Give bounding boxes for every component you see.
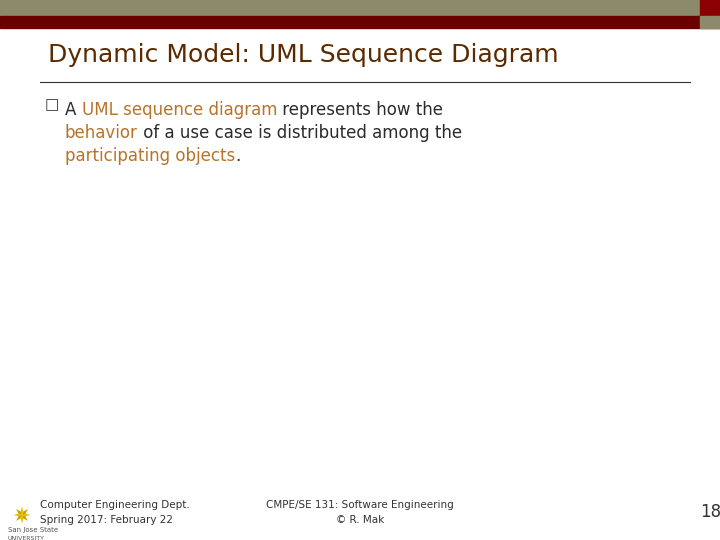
Text: UML sequence diagram: UML sequence diagram: [81, 101, 277, 119]
Polygon shape: [22, 509, 28, 515]
Polygon shape: [14, 514, 22, 516]
Polygon shape: [21, 515, 24, 523]
Text: 18: 18: [700, 503, 720, 521]
Text: behavior: behavior: [65, 124, 138, 142]
Polygon shape: [22, 514, 30, 516]
Polygon shape: [16, 509, 22, 515]
Text: Computer Engineering Dept.: Computer Engineering Dept.: [40, 500, 190, 510]
Text: represents how the: represents how the: [277, 101, 443, 119]
Text: CMPE/SE 131: Software Engineering: CMPE/SE 131: Software Engineering: [266, 500, 454, 510]
Text: San Jose State: San Jose State: [8, 527, 58, 533]
Polygon shape: [21, 507, 24, 515]
Text: Spring 2017: February 22: Spring 2017: February 22: [40, 515, 173, 525]
Text: □: □: [45, 98, 59, 112]
Text: A: A: [65, 101, 81, 119]
Text: participating objects: participating objects: [65, 147, 235, 165]
Text: © R. Mak: © R. Mak: [336, 515, 384, 525]
Text: UNIVERSITY: UNIVERSITY: [8, 536, 45, 540]
Polygon shape: [16, 515, 22, 521]
Text: Dynamic Model: UML Sequence Diagram: Dynamic Model: UML Sequence Diagram: [48, 43, 559, 67]
Text: .: .: [235, 147, 240, 165]
Text: of a use case is distributed among the: of a use case is distributed among the: [138, 124, 462, 142]
Polygon shape: [22, 515, 28, 521]
